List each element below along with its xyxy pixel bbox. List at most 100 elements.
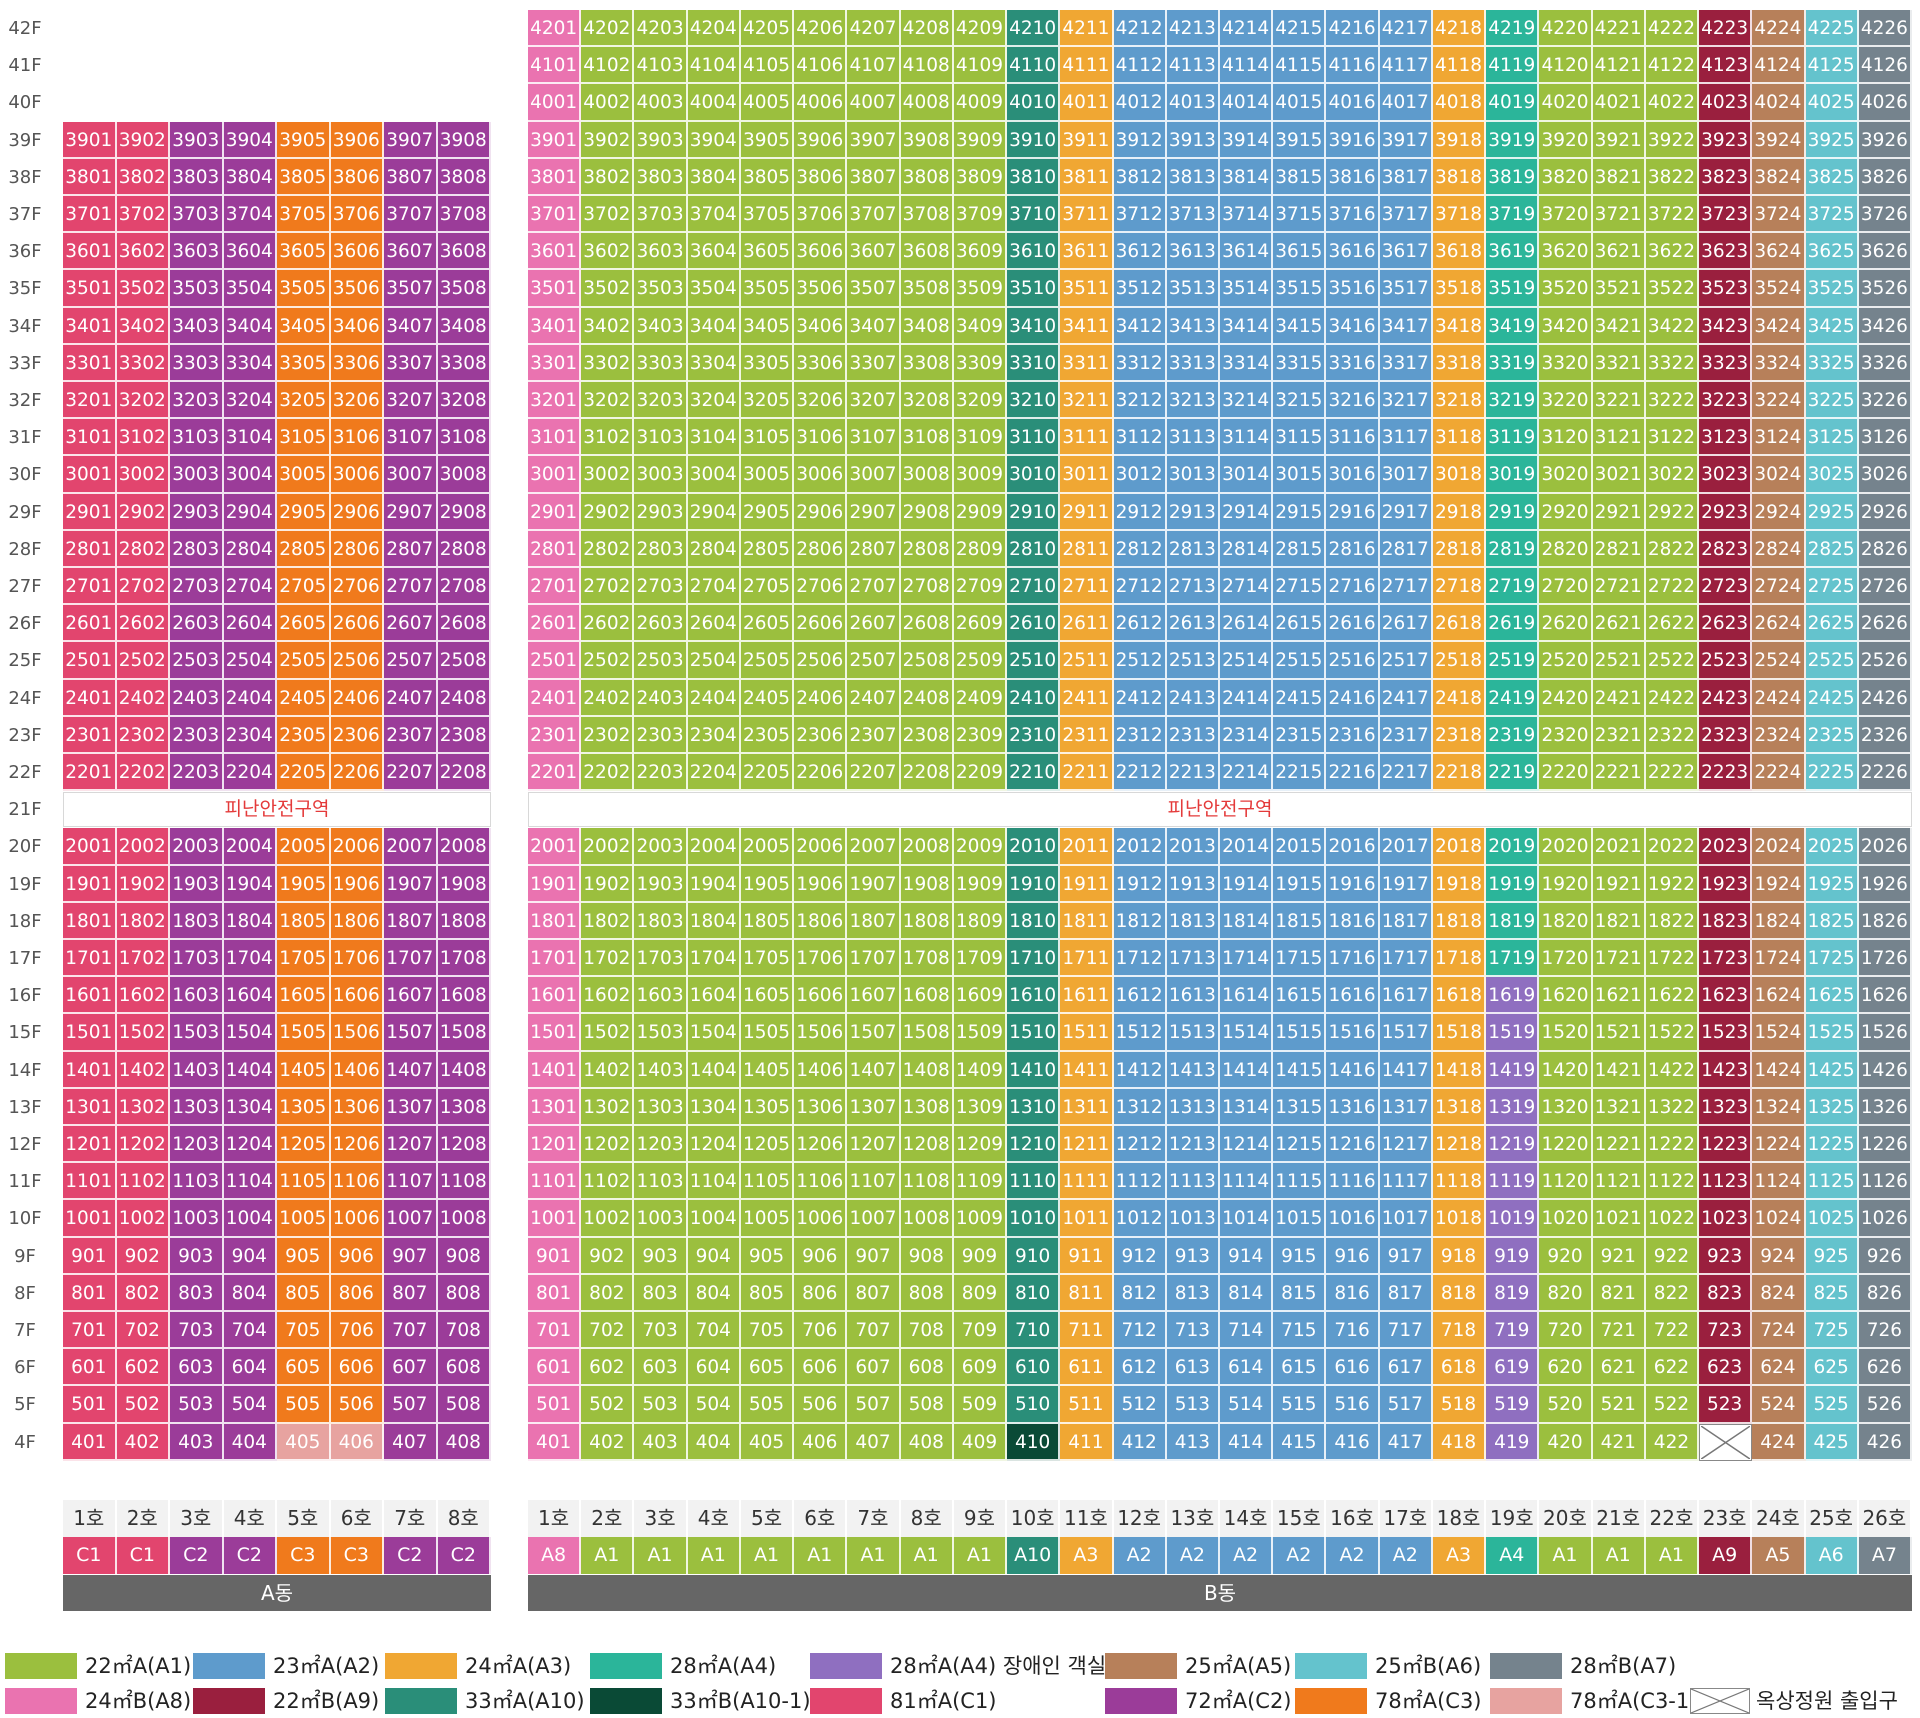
unit-cell: 2321 <box>1592 716 1646 754</box>
ho-label: 5호 <box>277 1500 331 1537</box>
unit-cell: 4118 <box>1432 47 1487 85</box>
unit-cell: 1606 <box>794 977 848 1015</box>
unit-cell: 3603 <box>170 233 224 271</box>
unit-cell: 3518 <box>1432 270 1487 308</box>
unit-cell: 3503 <box>634 270 688 308</box>
unit-cell: 3407 <box>847 307 901 345</box>
unit-cell: 826 <box>1858 1274 1912 1312</box>
unit-cell: 2705 <box>277 568 331 606</box>
unit-cell: 3019 <box>1486 456 1540 494</box>
unit-cell: 2304 <box>223 716 277 754</box>
unit-cell: 3502 <box>116 270 170 308</box>
unit-cell: 1125 <box>1805 1163 1859 1201</box>
unit-cell: 1311 <box>1060 1088 1114 1126</box>
unit-cell: 2902 <box>581 493 635 531</box>
unit-cell: 2307 <box>384 716 438 754</box>
unit-cell: 2703 <box>170 568 224 606</box>
unit-cell: 2405 <box>740 679 795 717</box>
unit-cell: 1107 <box>384 1163 438 1201</box>
unit-cell: 3703 <box>170 196 224 234</box>
unit-cell: 2702 <box>116 568 170 606</box>
unit-cell: 720 <box>1539 1312 1593 1350</box>
unit-cell: 2725 <box>1805 568 1859 606</box>
building-name-bar-a: A동 <box>63 1575 491 1611</box>
unit-cell: 1617 <box>1379 977 1433 1015</box>
unit-cell: 1208 <box>900 1126 954 1164</box>
unit-cell: 3102 <box>116 419 170 457</box>
unit-cell: 4025 <box>1805 84 1859 122</box>
unit-cell: 4003 <box>634 84 688 122</box>
unit-cell: 4013 <box>1166 84 1220 122</box>
unit-cell: 3110 <box>1007 419 1061 457</box>
unit-cell: 524 <box>1752 1386 1806 1424</box>
unit-cell: 1511 <box>1060 1014 1114 1052</box>
unit-cell: 1814 <box>1220 902 1274 940</box>
unit-cell: 1602 <box>581 977 635 1015</box>
unit-cell: 1823 <box>1699 902 1753 940</box>
unit-cell: 3524 <box>1752 270 1806 308</box>
unit-cell: 2023 <box>1699 828 1753 866</box>
unit-cell: 2518 <box>1432 642 1487 680</box>
unit-cell: 3711 <box>1060 196 1114 234</box>
unit-cell: 3424 <box>1752 307 1806 345</box>
unit-cell: 2806 <box>794 530 848 568</box>
unit-cell: 2201 <box>63 754 117 792</box>
ho-type-label: A1 <box>581 1537 635 1574</box>
unit-cell: 922 <box>1645 1237 1700 1275</box>
unit-cell: 412 <box>1113 1423 1167 1461</box>
unit-cell: 1604 <box>223 977 277 1015</box>
unit-cell: 2026 <box>1858 828 1912 866</box>
unit-cell: 1408 <box>900 1051 954 1089</box>
unit-cell: 3311 <box>1060 344 1114 382</box>
unit-cell: 2805 <box>740 530 795 568</box>
unit-cell: 2419 <box>1486 679 1540 717</box>
unit-cell: 824 <box>1752 1274 1806 1312</box>
unit-cell: 2318 <box>1432 716 1487 754</box>
unit-cell: 4014 <box>1220 84 1274 122</box>
unit-cell: 3616 <box>1326 233 1380 271</box>
unit-cell: 2204 <box>223 754 277 792</box>
unit-cell: 3407 <box>384 307 438 345</box>
unit-cell: 1014 <box>1220 1200 1274 1238</box>
ho-label: 20호 <box>1539 1500 1593 1537</box>
unit-cell: 4016 <box>1326 84 1380 122</box>
unit-cell: 2506 <box>794 642 848 680</box>
unit-cell: 3901 <box>528 121 582 159</box>
unit-cell: 3505 <box>740 270 795 308</box>
unit-cell: 3511 <box>1060 270 1114 308</box>
unit-cell: 4106 <box>794 47 848 85</box>
unit-cell: 605 <box>740 1349 795 1387</box>
unit-cell: 1021 <box>1592 1200 1646 1238</box>
unit-cell: 2708 <box>900 568 954 606</box>
unit-cell: 703 <box>634 1312 688 1350</box>
floor-label: 30F <box>8 464 42 486</box>
unit-cell: 2208 <box>900 754 954 792</box>
unit-cell: 3206 <box>330 382 384 420</box>
unit-cell: 2410 <box>1007 679 1061 717</box>
unit-cell: 1126 <box>1858 1163 1912 1201</box>
unit-cell: 1906 <box>794 865 848 903</box>
unit-cell: 1308 <box>437 1088 491 1126</box>
unit-cell: 1405 <box>277 1051 331 1089</box>
unit-cell: 2623 <box>1699 605 1753 643</box>
unit-cell: 2006 <box>330 828 384 866</box>
unit-cell: 708 <box>437 1312 491 1350</box>
ho-label: 6호 <box>330 1500 384 1537</box>
unit-cell: 2724 <box>1752 568 1806 606</box>
unit-cell: 2312 <box>1113 716 1167 754</box>
unit-cell: 3713 <box>1166 196 1220 234</box>
unit-cell: 405 <box>277 1423 331 1461</box>
ho-label: 13호 <box>1166 1500 1220 1537</box>
unit-cell: 2602 <box>581 605 635 643</box>
unit-cell: 2519 <box>1486 642 1540 680</box>
unit-cell: 1222 <box>1645 1126 1700 1164</box>
unit-cell: 3005 <box>277 456 331 494</box>
unit-cell: 1913 <box>1166 865 1220 903</box>
unit-cell: 1119 <box>1486 1163 1540 1201</box>
unit-cell: 3506 <box>330 270 384 308</box>
unit-cell: 2202 <box>116 754 170 792</box>
unit-cell: 2711 <box>1060 568 1114 606</box>
legend-swatch <box>5 1688 77 1714</box>
unit-cell: 1608 <box>900 977 954 1015</box>
ho-type-label: A1 <box>634 1537 688 1574</box>
